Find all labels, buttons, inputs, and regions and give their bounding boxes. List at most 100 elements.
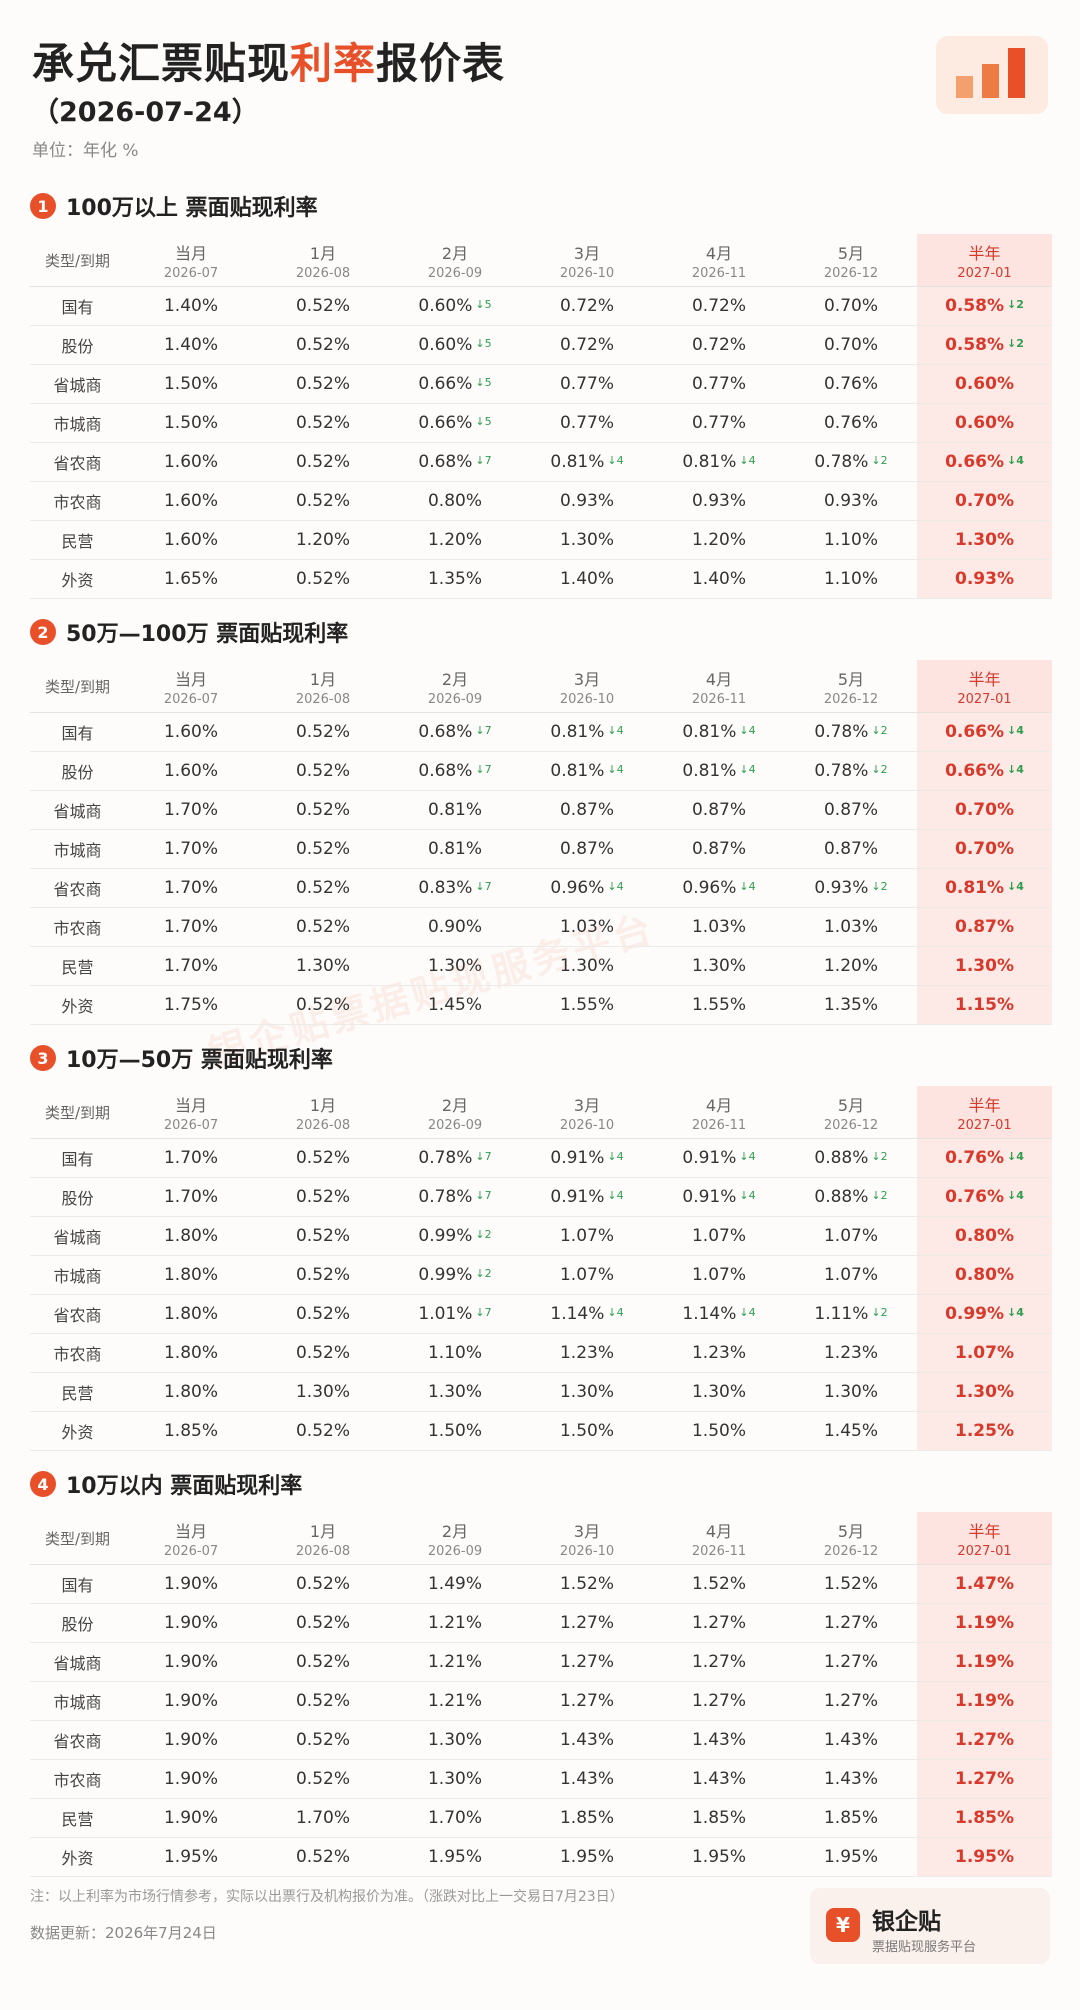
rate-cell: 1.95% <box>389 1837 521 1877</box>
rate-cell: 0.52% <box>257 790 389 830</box>
rate-value: 1.15% <box>955 995 1014 1015</box>
rate-cell: 0.93% <box>917 559 1052 599</box>
rate-cell: 0.83% ↓7 <box>389 868 521 908</box>
rate-value: 0.66% <box>418 374 473 394</box>
rate-value: 1.10% <box>427 1343 482 1363</box>
rate-value: 1.70% <box>163 956 218 976</box>
rate-value: 1.43% <box>691 1730 746 1750</box>
section-header: 1 100万以上 票面贴现利率 <box>30 186 1052 226</box>
rate-cell: 0.52% <box>257 1255 389 1295</box>
rate-cell: 1.20% <box>257 520 389 560</box>
rate-cell: 1.70% <box>125 790 257 830</box>
rate-cell: 1.10% <box>389 1333 521 1373</box>
rate-cell: 1.07% <box>785 1216 917 1256</box>
rate-cell: 0.80% <box>917 1255 1052 1295</box>
rate-cell: 1.23% <box>785 1333 917 1373</box>
rate-value: 1.47% <box>955 1574 1014 1594</box>
section-title: 100万以上 票面贴现利率 <box>66 196 318 221</box>
rate-cell: 1.10% <box>785 520 917 560</box>
rate-cell: 0.52% <box>257 751 389 791</box>
column-date: 2026-10 <box>559 1117 615 1133</box>
rate-value: 1.43% <box>559 1769 614 1789</box>
rate-cell: 1.19% <box>917 1642 1052 1682</box>
rate-value: 1.20% <box>295 530 350 550</box>
rate-value: 0.52% <box>295 1730 350 1750</box>
rate-cell: 1.30% <box>257 1372 389 1412</box>
rate-change: ↓2 <box>871 880 888 893</box>
rate-cell: 0.80% <box>917 1216 1052 1256</box>
rate-cell: 1.20% <box>653 520 785 560</box>
rate-cell: 1.40% <box>521 559 653 599</box>
rate-value: 1.30% <box>823 1382 878 1402</box>
rate-cell: 0.81% <box>389 790 521 830</box>
rate-value: 0.66% <box>945 761 1005 781</box>
title-part: 承兑汇票贴现 <box>32 39 291 88</box>
rate-value: 1.70% <box>163 1187 218 1207</box>
rate-value: 0.52% <box>295 878 350 898</box>
table-row: 市农商 1.90% 0.52% 1.30% 1.43% 1.43% 1.43% 1.27% <box>30 1759 1052 1799</box>
rate-value: 1.23% <box>823 1343 878 1363</box>
rate-cell: 0.52% <box>257 1564 389 1604</box>
rate-value: 0.88% <box>814 1187 869 1207</box>
rate-value: 0.52% <box>295 374 350 394</box>
section-number: 2 <box>30 619 56 645</box>
rate-cell: 0.52% <box>257 1681 389 1721</box>
report-date: （2026-07-24） <box>32 97 259 128</box>
rate-cell: 1.90% <box>125 1720 257 1760</box>
rate-value: 0.87% <box>559 800 614 820</box>
rate-cell: 0.90% <box>389 907 521 947</box>
rate-value: 0.77% <box>559 374 614 394</box>
rate-value: 0.68% <box>418 722 473 742</box>
column-month: 当月 <box>174 669 207 689</box>
rate-value: 0.83% <box>418 878 473 898</box>
rate-cell: 1.80% <box>125 1255 257 1295</box>
rate-value: 0.72% <box>691 335 746 355</box>
rate-cell: 1.75% <box>125 985 257 1025</box>
rate-table: 类型/到期 当月 2026-07 1月 2026-08 2月 2026-09 3月 2026-1… <box>30 1512 1052 1877</box>
brand-subtitle: 票据贴现服务平台 <box>872 1940 977 1955</box>
rate-cell: 1.21% <box>389 1681 521 1721</box>
rate-cell: 1.21% <box>389 1603 521 1643</box>
rate-value: 1.30% <box>427 1382 482 1402</box>
rate-change: ↓2 <box>475 1267 492 1280</box>
column-header: 3月 2026-10 <box>521 1086 653 1139</box>
rate-cell: 1.27% <box>917 1720 1052 1760</box>
rate-value: 0.52% <box>295 1613 350 1633</box>
column-month: 1月 <box>309 1095 337 1115</box>
column-header-type: 类型/到期 <box>30 1512 125 1565</box>
rate-cell: 1.55% <box>521 985 653 1025</box>
rate-value: 1.85% <box>955 1808 1014 1828</box>
rate-value: 1.30% <box>691 1382 746 1402</box>
rate-cell: 0.70% <box>785 286 917 326</box>
rate-value: 1.70% <box>427 1808 482 1828</box>
section-header: 3 10万—50万 票面贴现利率 <box>30 1038 1052 1078</box>
rate-value: 0.68% <box>418 452 473 472</box>
rate-value: 1.30% <box>427 1769 482 1789</box>
rate-value: 1.40% <box>163 335 218 355</box>
rate-value: 1.70% <box>163 917 218 937</box>
column-date: 2026-11 <box>691 691 747 707</box>
table-row: 市农商 1.70% 0.52% 0.90% 1.03% 1.03% 1.03% 0.87% <box>30 907 1052 947</box>
column-header: 当月 2026-07 <box>125 1512 257 1565</box>
rate-cell: 1.27% <box>917 1759 1052 1799</box>
row-type: 股份 <box>30 1177 125 1217</box>
rate-value: 1.01% <box>418 1304 473 1324</box>
rate-value: 1.30% <box>295 1382 350 1402</box>
column-date: 2026-11 <box>691 1117 747 1133</box>
rate-value: 1.03% <box>691 917 746 937</box>
rate-value: 1.60% <box>163 491 218 511</box>
rate-value: 1.50% <box>691 1421 746 1441</box>
column-header: 4月 2026-11 <box>653 1512 785 1565</box>
rate-change: ↓7 <box>475 454 492 467</box>
rate-cell: 1.30% <box>389 1372 521 1412</box>
rate-cell: 1.03% <box>785 907 917 947</box>
rate-cell: 1.01% ↓7 <box>389 1294 521 1334</box>
rate-cell: 1.60% <box>125 442 257 482</box>
row-type: 外资 <box>30 1411 125 1451</box>
rate-cell: 0.76% <box>785 403 917 443</box>
rate-cell: 0.87% <box>521 829 653 869</box>
rate-value: 1.60% <box>163 452 218 472</box>
rate-value: 1.52% <box>691 1574 746 1594</box>
rate-value: 1.90% <box>163 1652 218 1672</box>
column-date: 2026-10 <box>559 1543 615 1559</box>
